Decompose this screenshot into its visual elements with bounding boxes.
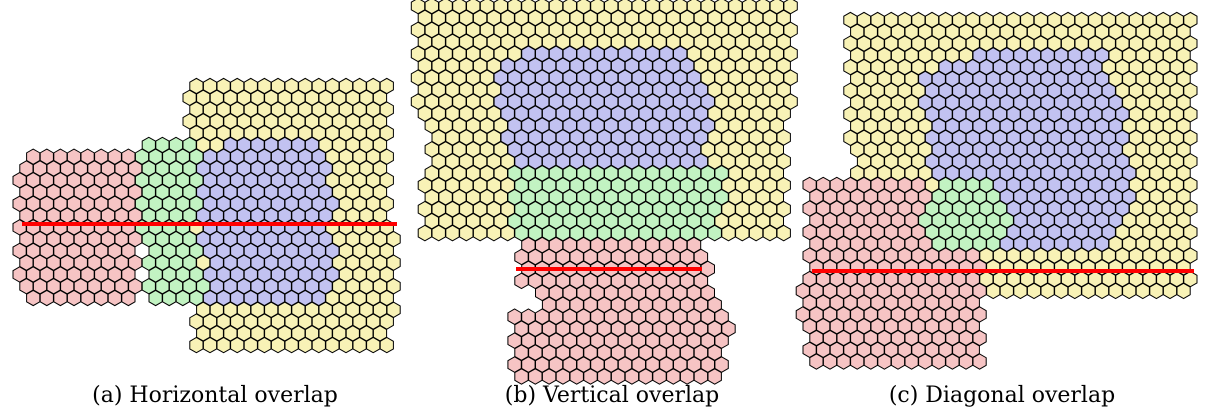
hex-cell — [748, 224, 764, 242]
hex-cell — [1081, 282, 1096, 300]
hex-cell — [986, 282, 1001, 300]
hex-cell — [53, 289, 68, 307]
hex-cell — [693, 368, 709, 385]
hex-cell — [945, 353, 960, 370]
hex-cell — [1135, 282, 1150, 300]
hex-cell — [431, 224, 446, 242]
hex-cell — [352, 336, 367, 354]
hex-cell — [776, 224, 791, 242]
hex-cell — [707, 224, 722, 242]
hex-cell — [735, 224, 750, 242]
hex-cell — [514, 272, 529, 290]
hex-cell — [1026, 282, 1042, 300]
hex-cell — [66, 289, 82, 307]
hex-cell — [666, 368, 681, 385]
hex-cell — [1013, 282, 1028, 300]
hex-cell — [1122, 282, 1137, 300]
hex-cell — [597, 368, 612, 385]
hex-cell — [541, 368, 557, 385]
hex-cell — [958, 353, 974, 370]
hex-cell — [1108, 282, 1123, 300]
hex-cell — [1176, 282, 1191, 300]
panel-diagonal-overlap: (c) Diagonal overlap — [795, 11, 1198, 408]
hex-cell — [459, 224, 474, 242]
hex-cell — [148, 289, 163, 307]
hex-cell — [652, 368, 667, 385]
hex-cell — [624, 368, 640, 385]
hex-cell — [1040, 282, 1055, 300]
hex-cell — [1162, 282, 1178, 300]
hex-cell — [202, 336, 218, 354]
hex-cell — [216, 336, 231, 354]
panel-vertical-overlap: (b) Vertical overlap — [410, 0, 798, 408]
hex-cell — [679, 368, 695, 385]
hex-cell — [270, 336, 286, 354]
hex-cell — [80, 289, 95, 307]
hex-cell — [445, 224, 460, 242]
hex-cell — [1054, 282, 1069, 300]
hex-cell — [809, 353, 824, 370]
hex-cell — [298, 336, 313, 354]
caption-diagonal-overlap: (c) Diagonal overlap — [889, 383, 1115, 408]
hex-cell — [121, 289, 136, 307]
hex-cell — [26, 289, 41, 307]
hex-cell — [39, 289, 54, 307]
hex-cell — [366, 336, 381, 354]
hex-cell — [486, 224, 502, 242]
hex-cell — [721, 224, 736, 242]
hex-cell — [1094, 282, 1110, 300]
hex-cell — [162, 289, 177, 307]
hex-cell — [610, 368, 626, 385]
hex-cell — [417, 224, 433, 242]
hex-cell — [230, 336, 245, 354]
hex-cell — [311, 336, 326, 354]
hex-cell — [94, 289, 109, 307]
hex-cell — [514, 368, 529, 385]
hex-cell — [189, 336, 204, 354]
hex-cell — [836, 353, 851, 370]
hex-cell — [1149, 282, 1164, 300]
hex-grid-diagonal — [795, 11, 1198, 370]
hex-cell — [1067, 282, 1082, 300]
caption-vertical-overlap: (b) Vertical overlap — [505, 383, 719, 408]
hex-cell — [999, 282, 1014, 300]
hex-cell — [890, 353, 906, 370]
hex-cell — [707, 368, 722, 385]
hex-grid-vertical — [410, 0, 798, 385]
caption-horizontal-overlap: (a) Horizontal overlap — [92, 383, 338, 408]
hex-cell — [284, 336, 299, 354]
panel-horizontal-overlap: (a) Horizontal overlap — [12, 77, 401, 408]
hex-cell — [257, 336, 272, 354]
hex-cell — [472, 224, 488, 242]
hex-cell — [528, 368, 543, 385]
hex-cell — [379, 336, 394, 354]
hex-cell — [569, 368, 584, 385]
hex-grid-horizontal — [12, 77, 401, 354]
hex-cell — [904, 353, 919, 370]
hex-cell — [762, 224, 778, 242]
hex-cell — [638, 368, 653, 385]
hex-cell — [931, 353, 946, 370]
hex-cell — [107, 289, 122, 307]
hex-cell — [500, 224, 515, 242]
hex-cell — [822, 353, 838, 370]
hex-cell — [583, 368, 598, 385]
hex-cell — [877, 353, 892, 370]
hex-cell — [972, 353, 987, 370]
hex-cell — [338, 336, 354, 354]
hex-cell — [863, 353, 878, 370]
hex-cell — [175, 289, 190, 307]
hex-cell — [918, 353, 933, 370]
hex-cell — [555, 368, 571, 385]
hex-cell — [850, 353, 865, 370]
hex-cell — [325, 336, 340, 354]
hex-cell — [243, 336, 258, 354]
